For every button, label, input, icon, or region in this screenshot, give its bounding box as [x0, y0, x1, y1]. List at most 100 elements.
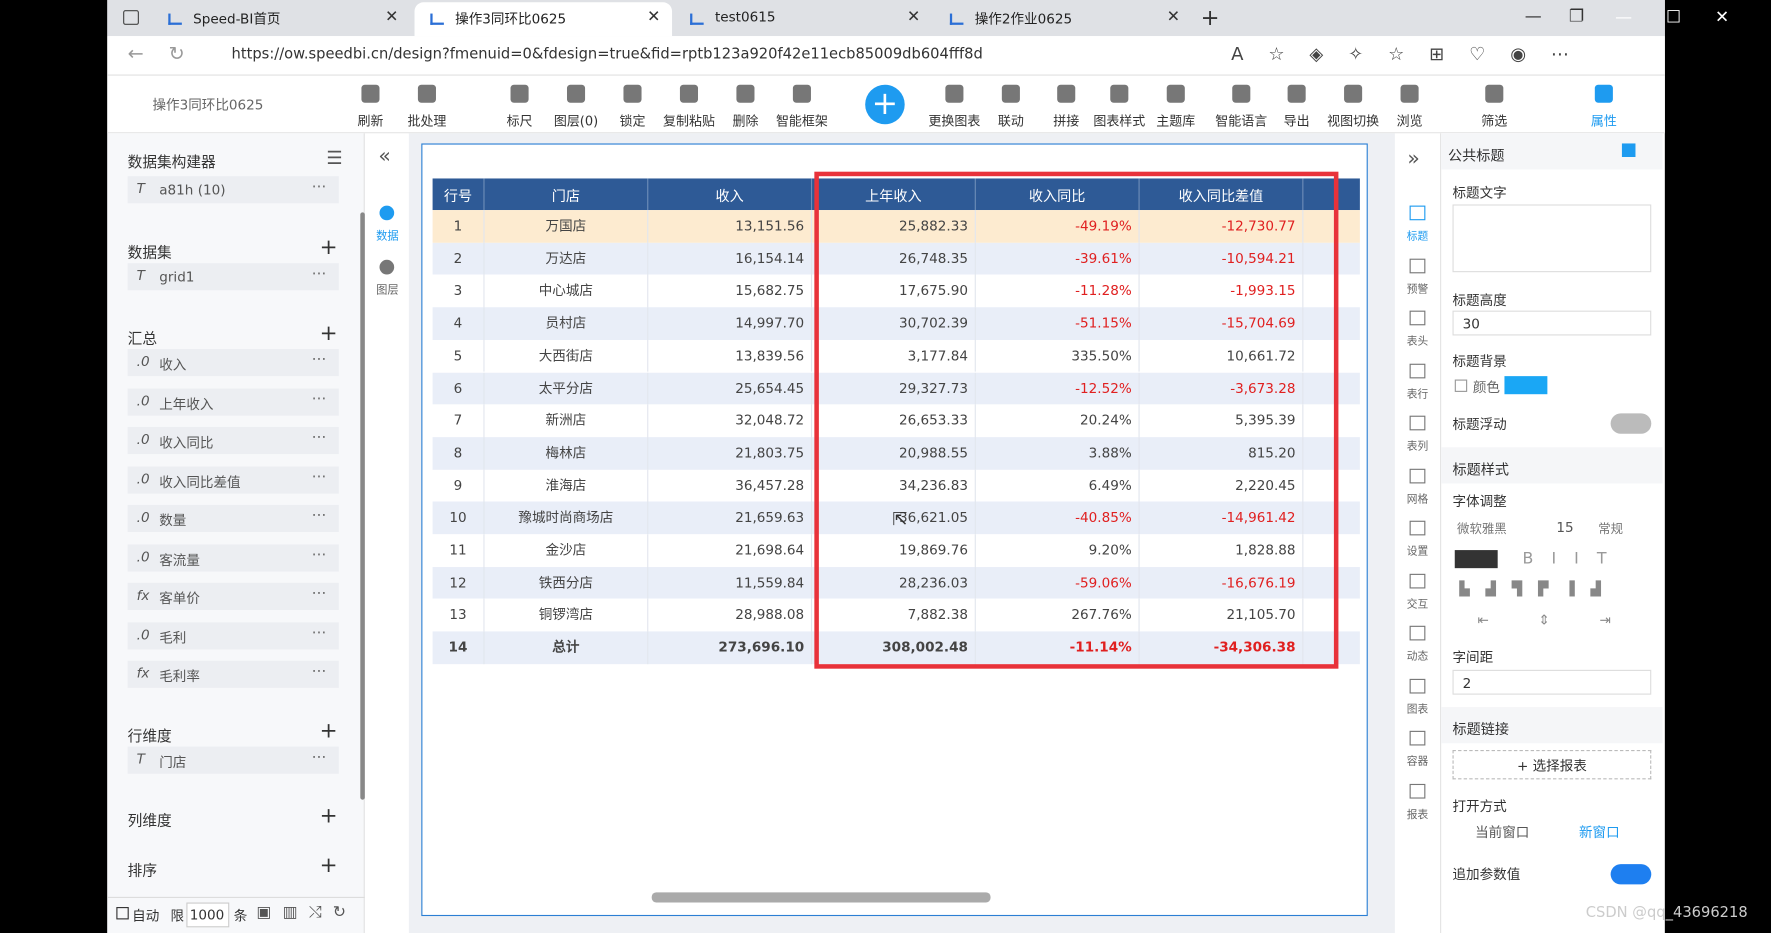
right-tab-icon [1409, 625, 1426, 641]
table-cell: 3,177.84 [812, 339, 976, 373]
table-cell: 36,621.05 [812, 501, 976, 535]
section-title: 标题链接 [1452, 720, 1509, 738]
toolbar-button[interactable]: 智能框架 [762, 82, 841, 132]
toolbar-button[interactable]: 视图切换 [1314, 82, 1393, 132]
table-row: 13 铜锣湾店 28,988.08 7,882.38 267.76% 21,105.70 [432, 599, 1360, 632]
right-tab[interactable]: 容器 [1399, 729, 1435, 776]
right-tab[interactable]: 图表 [1399, 676, 1435, 723]
field-item[interactable]: fx 客单价 ⋯ [127, 582, 339, 610]
select[interactable]: 常规 [1598, 521, 1624, 537]
panel-checkbox[interactable] [1621, 143, 1636, 158]
right-tab-icon [1409, 468, 1426, 483]
option-active[interactable]: 新窗口 [1578, 824, 1620, 841]
toolbar-button[interactable]: 图层(0) [536, 82, 615, 132]
table-cell: 1,828.88 [1140, 534, 1304, 567]
toggle-on[interactable] [1610, 864, 1652, 885]
table-cell: 16,154.14 [648, 242, 813, 275]
section-add[interactable]: + [319, 803, 338, 828]
field-more: ⋯ [311, 585, 327, 603]
toolbar-button[interactable]: 拼接 [1027, 82, 1106, 132]
toolbar-button[interactable]: 标尺 [480, 82, 559, 132]
input[interactable]: 30 [1452, 310, 1652, 336]
section-add[interactable]: + [319, 718, 338, 744]
toolbar-button[interactable]: 浏览 [1370, 82, 1449, 132]
browser-tab[interactable]: Speed-BI首页 ✕ [152, 2, 410, 36]
field-item[interactable]: .0 客流量 ⋯ [127, 543, 339, 571]
checkbox[interactable] [1454, 379, 1468, 392]
field-item[interactable]: .0 收入同比 ⋯ [127, 426, 339, 455]
toolbar-button[interactable]: 更换图表 [915, 82, 994, 132]
section-add[interactable]: + [319, 852, 338, 878]
side-tab[interactable]: 图层 [369, 258, 405, 303]
browser-tab[interactable]: 操作3同环比0625 ✕ [414, 2, 673, 37]
auto-checkbox[interactable] [116, 907, 129, 920]
field-item[interactable]: T 门店 ⋯ [127, 746, 339, 774]
add-button[interactable]: + [865, 84, 905, 125]
field-item[interactable]: .0 收入同比差值 ⋯ [127, 465, 339, 494]
textarea[interactable] [1452, 204, 1652, 273]
toolbar-button[interactable]: 主题库 [1136, 82, 1215, 132]
toolbar-button[interactable]: 智能语言 [1202, 82, 1281, 132]
right-tab[interactable]: 动态 [1399, 624, 1435, 671]
right-tab-label: 报表 [1406, 808, 1429, 821]
scrollbar [360, 212, 365, 800]
right-tab[interactable]: 标题 [1399, 203, 1435, 250]
toolbar-button[interactable]: 复制粘贴 [649, 82, 728, 132]
section-add[interactable]: + [319, 234, 338, 260]
collapse-right[interactable]: » [1407, 146, 1420, 171]
toolbar-button[interactable]: 属性 [1564, 82, 1643, 132]
browser-tab[interactable]: 操作2作业0625 ✕ [934, 2, 1192, 36]
toolbar-button[interactable]: 联动 [971, 82, 1050, 132]
field-item[interactable]: .0 数量 ⋯ [127, 504, 339, 533]
button[interactable]: + 选择报表 [1452, 750, 1652, 780]
browser-tab[interactable]: test0615 ✕ [674, 2, 932, 36]
toolbar-button[interactable]: 删除 [706, 82, 785, 132]
limit-input[interactable]: 1000 [186, 902, 230, 928]
table-cell: 7 [433, 404, 485, 437]
font-color[interactable] [1454, 550, 1498, 569]
toolbar-icon [1485, 84, 1504, 103]
toolbar-button[interactable]: 锁定 [593, 82, 672, 132]
right-tab-icon [1409, 678, 1426, 693]
collapse-left[interactable]: « [378, 144, 391, 169]
toolbar-label: 视图切换 [1327, 112, 1380, 129]
side-tab[interactable]: 数据 [369, 203, 405, 248]
input[interactable]: 15 [1556, 519, 1574, 536]
right-tab[interactable]: 表列 [1399, 413, 1435, 460]
toolbar-button[interactable]: 刷新 [331, 82, 410, 132]
field-item[interactable]: fx 毛利率 ⋯ [127, 660, 339, 688]
right-tab[interactable]: 表行 [1399, 361, 1435, 408]
field-item[interactable]: .0 毛利 ⋯ [127, 621, 339, 649]
toggle-off[interactable] [1610, 413, 1652, 434]
header-cell: 收入同比 [976, 178, 1140, 211]
select[interactable]: 微软雅黑 [1457, 521, 1507, 537]
right-tab[interactable]: 网格 [1399, 466, 1435, 513]
table-row: 6 太平分店 25,654.45 29,327.73 -12.52% -3,673.28 [432, 372, 1360, 405]
toolbar-button[interactable]: 导出 [1257, 82, 1336, 132]
section-add[interactable]: + [319, 320, 338, 346]
table-cell: 铁西分店 [485, 566, 649, 600]
field-item[interactable]: .0 收入 ⋯ [127, 349, 339, 377]
cursor: ⇱ [892, 508, 908, 530]
right-tab[interactable]: 预警 [1399, 256, 1435, 303]
option[interactable]: 当前窗口 [1475, 824, 1530, 841]
right-tab[interactable]: 表头 [1399, 308, 1435, 355]
toolbar-button[interactable]: 图表样式 [1080, 82, 1159, 132]
field-item[interactable]: .0 上年收入 ⋯ [127, 387, 339, 416]
right-tab[interactable]: 交互 [1399, 571, 1435, 618]
input[interactable]: 2 [1452, 669, 1652, 695]
toolbar-button[interactable]: 批处理 [387, 82, 466, 132]
right-tab[interactable]: 报表 [1399, 781, 1435, 828]
new-tab[interactable]: + [1200, 3, 1220, 31]
toolbar-icon [1110, 84, 1129, 103]
field-icon: .0 [136, 548, 150, 565]
right-tab[interactable]: 设置 [1399, 518, 1435, 565]
toolbar-button[interactable]: 筛选 [1455, 82, 1534, 132]
window-controls: —❐ [1524, 5, 1612, 26]
field-icon: .0 [136, 392, 150, 409]
color-swatch[interactable] [1504, 376, 1548, 395]
tab-close: ✕ [1166, 7, 1180, 26]
